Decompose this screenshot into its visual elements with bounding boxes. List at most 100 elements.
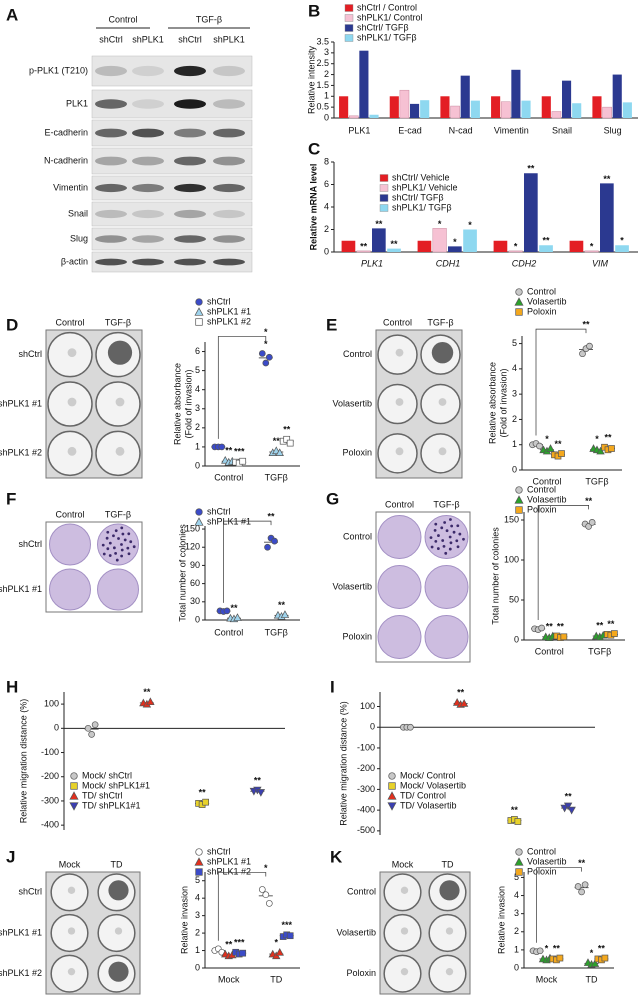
cell-stain [107, 340, 133, 365]
y-tick-label: 3 [514, 908, 519, 918]
column-label: TD [442, 859, 454, 869]
x-tick-label: Mock [536, 974, 558, 984]
blot-strip [91, 147, 253, 175]
data-point [88, 731, 95, 738]
data-point [560, 633, 568, 641]
blot-strip [91, 227, 253, 251]
legend-marker [195, 298, 203, 306]
blot-band [174, 156, 206, 166]
y-axis-label: Relative absorbance [172, 363, 182, 445]
colony [444, 551, 448, 555]
legend-marker [69, 802, 79, 811]
y-tick-label: 1 [512, 439, 517, 449]
y-tick-label: 0 [195, 614, 200, 624]
blot-strip [91, 201, 253, 227]
colony [448, 535, 452, 539]
bar [410, 103, 420, 118]
x-tick-label: N-cad [449, 125, 473, 135]
blot-band [174, 99, 206, 109]
significance-bracket [535, 328, 587, 436]
legend-label: shPLK1/ TGFβ [357, 32, 417, 42]
well [428, 954, 467, 993]
cell-stain [431, 341, 454, 364]
colony [108, 554, 112, 557]
colony [455, 539, 459, 543]
legend-marker [515, 308, 523, 316]
bar [389, 96, 399, 118]
legend-label: shCtrl/ Vehicle [392, 172, 450, 182]
legend-label: shPLK1 #1 [207, 856, 251, 866]
y-tick-label: 1.5 [316, 80, 329, 90]
legend-swatch [344, 14, 354, 22]
row-label: shPLK1 #1 [0, 398, 42, 408]
row-label: Snail [68, 208, 88, 218]
y-tick-label: 0 [514, 634, 519, 644]
well [49, 568, 91, 611]
x-tick-label: Vimentin [494, 125, 529, 135]
row-label: shPLK1 #1 [0, 927, 42, 937]
colony [114, 552, 118, 555]
well [428, 913, 467, 953]
bar [541, 96, 551, 118]
data-point [264, 543, 271, 551]
colony [108, 541, 112, 545]
significance-label: * [595, 434, 599, 444]
x-tick-label: Control [532, 476, 561, 486]
legend-swatch [379, 184, 389, 192]
x-tick-label: TGFβ [265, 627, 288, 637]
legend-label: shCtrl [207, 506, 231, 516]
y-tick-label: 6 [324, 179, 329, 189]
column-label: Mock [392, 859, 414, 869]
row-label: Volasertib [336, 927, 376, 937]
legend-label: Mock/ shPLK1#1 [82, 780, 150, 790]
legend-label: Control [527, 846, 556, 856]
legend-marker [515, 506, 523, 514]
cell-stain [67, 446, 77, 456]
row-label: Poloxin [342, 631, 372, 641]
bar [460, 75, 470, 118]
bar [372, 228, 386, 252]
bar [524, 173, 538, 252]
column-label: Control [383, 317, 412, 327]
y-tick-label: -400 [41, 820, 59, 830]
legend-swatch [379, 174, 389, 182]
bar [432, 228, 447, 253]
data-point [202, 798, 209, 806]
data-point [546, 444, 555, 452]
colony [127, 552, 131, 556]
data-point [558, 450, 565, 457]
cell-stain [108, 961, 129, 982]
x-tick-label: CDH2 [512, 258, 537, 268]
bar [562, 80, 572, 118]
y-tick-label: 4 [514, 890, 519, 900]
blot-band [174, 128, 206, 138]
y-tick-label: 0.5 [316, 102, 329, 112]
colony [106, 547, 110, 551]
cell-stain [67, 927, 76, 935]
colony [114, 529, 118, 533]
significance-label: ** [596, 621, 604, 631]
colony [101, 543, 105, 547]
significance-label: ** [557, 621, 565, 631]
data-point [218, 443, 226, 451]
row-label: Control [347, 887, 376, 897]
x-tick-label: Control [535, 646, 564, 656]
y-tick-label: 0 [324, 112, 329, 122]
cell-stain [439, 880, 460, 901]
bar [500, 101, 511, 119]
bar [339, 96, 349, 118]
blot-band [95, 99, 127, 109]
well [383, 954, 422, 993]
y-tick-label: -500 [357, 825, 375, 835]
bar [348, 115, 359, 119]
colony [127, 532, 131, 536]
row-label: Control [343, 531, 372, 541]
blot-band [132, 128, 164, 138]
data-point [286, 439, 294, 447]
bar [539, 245, 553, 252]
y-tick-label: 2 [195, 422, 200, 432]
well [97, 913, 136, 953]
legend-label: Mock/ shCtrl [82, 770, 132, 780]
significance-label: ** [554, 439, 562, 449]
